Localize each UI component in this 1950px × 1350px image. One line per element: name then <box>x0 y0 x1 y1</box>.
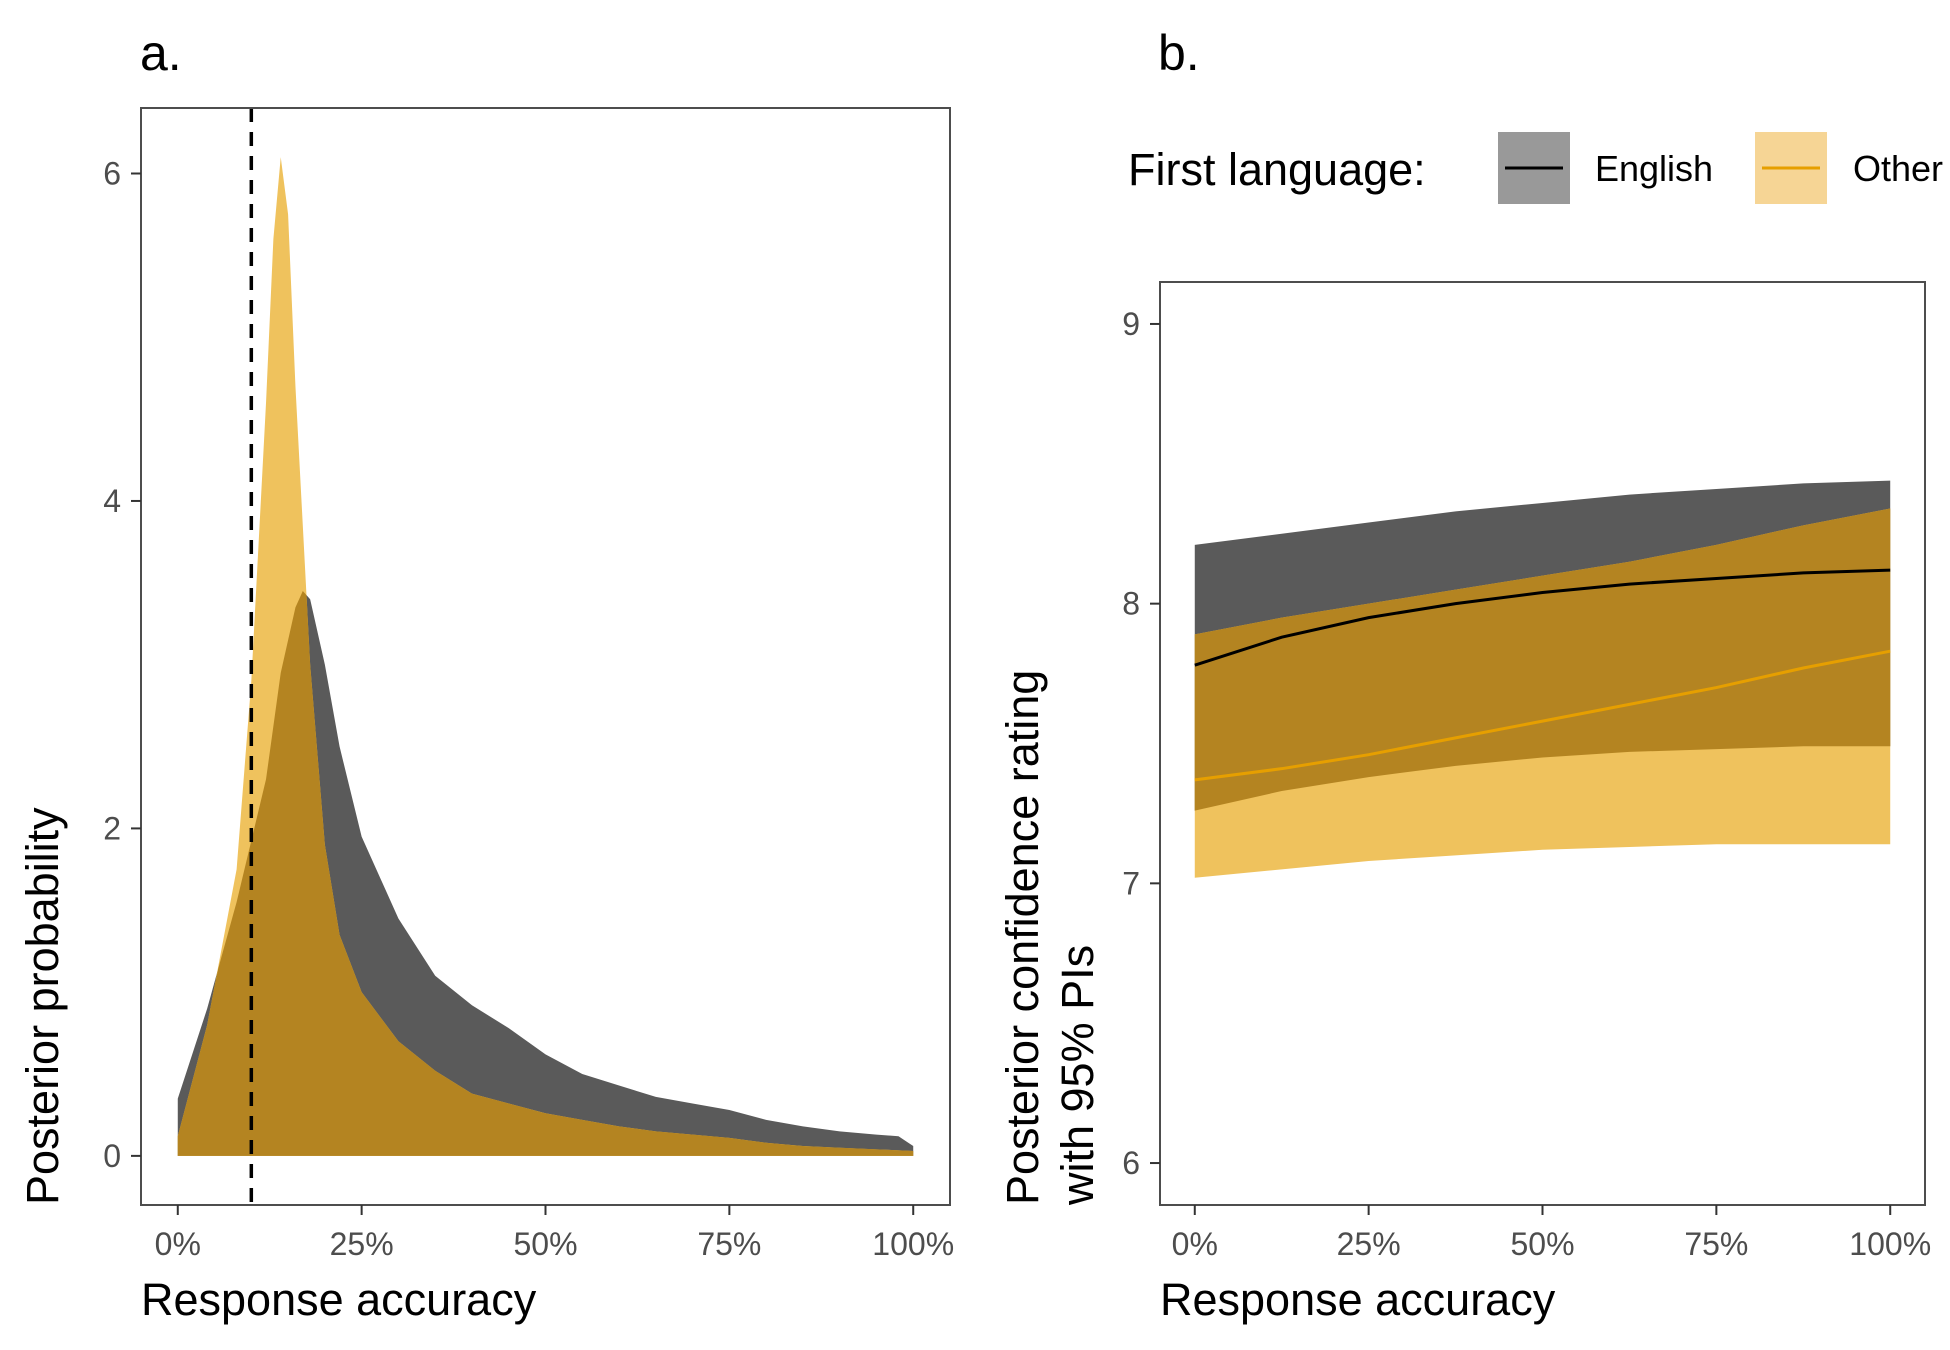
panel-a-label: a. <box>140 25 182 81</box>
panel-a-y-tick-label: 0 <box>103 1138 121 1174</box>
legend-label-other: Other <box>1853 148 1943 189</box>
panel-b-x-axis: 0% 25% 50% 75% 100% <box>1172 1205 1931 1262</box>
panel-a-x-tick-label: 50% <box>513 1226 577 1262</box>
panel-a-x-tick-label: 0% <box>155 1226 201 1262</box>
legend: First language: English Other <box>1128 132 1943 204</box>
panel-a-x-axis-title: Response accuracy <box>141 1274 537 1325</box>
legend-label-english: English <box>1595 148 1713 189</box>
panel-b-x-tick-label: 100% <box>1849 1226 1931 1262</box>
panel-b-y-tick-label: 8 <box>1122 586 1140 622</box>
panel-a-x-tick-label: 100% <box>872 1226 954 1262</box>
legend-entry-other: Other <box>1755 132 1943 204</box>
panel-b-x-tick-label: 75% <box>1684 1226 1748 1262</box>
panel-a-x-axis: 0% 25% 50% 75% 100% <box>155 1205 954 1262</box>
panel-b-x-axis-title: Response accuracy <box>1160 1274 1556 1325</box>
panel-a-y-tick-label: 2 <box>103 810 121 846</box>
panel-b-x-tick-label: 0% <box>1172 1226 1218 1262</box>
panel-a-y-tick-label: 4 <box>103 483 121 519</box>
panel-b: b. First language: English Other 6 7 8 9 0%… <box>997 25 1943 1325</box>
panel-b-x-tick-label: 50% <box>1510 1226 1574 1262</box>
panel-a-plot-area <box>177 108 914 1205</box>
panel-a-y-axis-title: Posterior probability <box>17 807 68 1205</box>
panel-b-x-tick-label: 25% <box>1337 1226 1401 1262</box>
legend-title: First language: <box>1128 144 1426 195</box>
panel-a-y-axis: 0 2 4 6 <box>103 155 141 1174</box>
panel-b-y-tick-label: 6 <box>1122 1145 1140 1181</box>
legend-entry-english: English <box>1498 132 1713 204</box>
panel-b-y-axis-title-line-2: with 95% PIs <box>1052 945 1103 1206</box>
english-mean-line <box>1194 568 1891 667</box>
panel-a-x-tick-label: 75% <box>697 1226 761 1262</box>
other-mean-line <box>1194 649 1891 782</box>
overlap-interval-band <box>1194 508 1891 811</box>
panel-b-y-tick-label: 7 <box>1122 865 1140 901</box>
panel-a-x-tick-label: 25% <box>330 1226 394 1262</box>
panel-b-label: b. <box>1158 25 1200 81</box>
panel-a: a. 0 2 4 6 0% 25% 50% 75% 100% Response accurac… <box>17 25 954 1325</box>
overlap-density-area <box>177 591 914 1156</box>
panel-b-plot-area <box>1194 480 1891 878</box>
panel-b-y-tick-label: 9 <box>1122 306 1140 342</box>
panel-b-y-axis-title-line-1: Posterior confidence rating <box>997 670 1048 1205</box>
panel-a-y-tick-label: 6 <box>103 155 121 191</box>
panel-b-y-axis: 6 7 8 9 <box>1122 306 1160 1181</box>
